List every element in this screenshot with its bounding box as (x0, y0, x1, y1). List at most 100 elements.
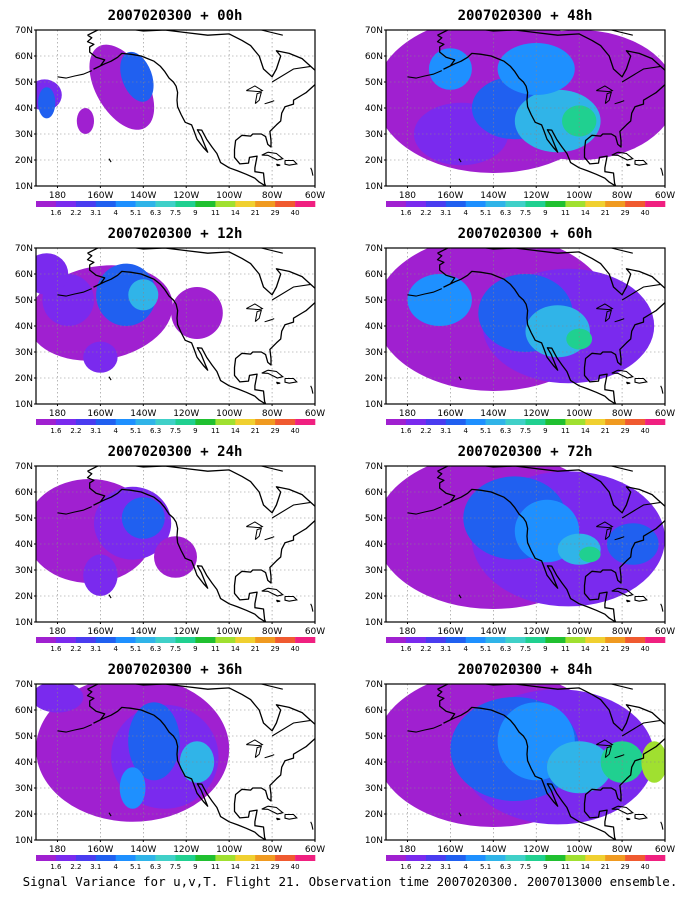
legend-swatch (485, 419, 506, 425)
panel-map: 10N 20N 30N 40N 50N 60N 70N 180 160W 140W 120W 100W… (15, 244, 325, 435)
latitude-tick-label: 50N (15, 296, 33, 306)
legend-level-label: 14 (231, 427, 240, 435)
legend-level-label: 29 (271, 645, 280, 653)
island-outline (271, 719, 311, 737)
latitude-tick-label: 50N (365, 296, 383, 306)
panel-map: 10N 20N 30N 40N 50N 60N 70N 180 160W 140W 120W 100W… (15, 462, 325, 653)
island-outline (625, 817, 631, 821)
legend-level-label: 7.5 (170, 863, 181, 871)
panel-map: 10N 20N 30N 40N 50N 60N 70N 180 160W 140W 120W 100W… (365, 680, 675, 871)
longitude-tick-label: 120W (523, 191, 549, 201)
legend-swatch (55, 419, 77, 425)
latitude-tick-label: 20N (15, 374, 33, 384)
legend-level-label: 9 (543, 427, 547, 435)
island-outline (108, 812, 112, 817)
legend-level-label: 40 (641, 209, 650, 217)
longitude-tick-label: 100W (216, 409, 242, 419)
longitude-tick-label: 160W (437, 845, 463, 855)
longitude-tick-label: 140W (480, 409, 506, 419)
legend-swatch (195, 419, 216, 425)
legend-level-label: 40 (291, 863, 300, 871)
legend-level-label: 5.1 (480, 427, 491, 435)
legend-swatch (425, 637, 447, 643)
lake-outline (264, 754, 275, 759)
map-plot-area (386, 466, 665, 622)
map-plot-area (36, 466, 315, 622)
legend-level-label: 7.5 (520, 209, 531, 217)
legend-level-label: 5.1 (130, 209, 141, 217)
panel-map: 10N 20N 30N 40N 50N 60N 70N 180 160W 140W 120W 100W… (365, 462, 675, 653)
island-outline (284, 813, 298, 820)
island-outline (611, 369, 635, 379)
legend-level-label: 9 (193, 645, 197, 653)
latitude-tick-label: 70N (15, 462, 33, 472)
legend-swatch (55, 637, 77, 643)
legend-level-label: 14 (581, 209, 590, 217)
legend-level-label: 21 (601, 863, 610, 871)
legend-swatch (55, 201, 77, 207)
island-outline (216, 684, 283, 690)
panel-title: 2007020300 + 60h (457, 226, 593, 242)
longitude-tick-label: 60W (655, 845, 675, 855)
island-outline (57, 288, 93, 297)
coastline (436, 30, 665, 186)
lake-outline (604, 309, 613, 322)
legend-level-label: 40 (641, 863, 650, 871)
legend-level-label: 2.2 (70, 209, 81, 217)
legend-swatch (255, 419, 276, 425)
map-panel-72h: 2007020300 + 72h 10N 20N 30N 40N 50N 60N 70N 18… (350, 436, 700, 654)
longitude-tick-label: 140W (130, 627, 156, 637)
legend-level-label: 1.6 (50, 209, 62, 217)
legend-swatch (195, 201, 216, 207)
legend-level-label: 4 (113, 209, 118, 217)
latitude-tick-label: 70N (15, 26, 33, 36)
legend-swatch (585, 637, 606, 643)
panel-title: 2007020300 + 84h (457, 662, 593, 678)
legend-level-label: 11 (561, 645, 570, 653)
panel-title: 2007020300 + 36h (107, 662, 243, 678)
latitude-tick-label: 20N (15, 156, 33, 166)
legend-level-label: 11 (561, 427, 570, 435)
map-panel-24h: 2007020300 + 24h 10N 20N 30N 40N 50N 60N 70N 18… (0, 436, 350, 654)
lake-outline (254, 91, 263, 104)
island-outline (407, 288, 443, 297)
latitude-tick-label: 50N (15, 514, 33, 524)
legend-swatch (565, 855, 586, 861)
island-outline (271, 283, 311, 301)
panel-title: 2007020300 + 00h (107, 8, 243, 24)
legend-level-label: 1.6 (400, 645, 412, 653)
legend-swatch (36, 201, 57, 207)
latitude-tick-label: 20N (365, 592, 383, 602)
legend-level-label: 6.3 (500, 863, 511, 871)
longitude-tick-label: 80W (612, 191, 632, 201)
lake-outline (264, 536, 275, 541)
island-outline (634, 595, 648, 602)
longitude-tick-label: 80W (262, 627, 282, 637)
longitude-tick-label: 100W (566, 409, 592, 419)
island-outline (660, 603, 664, 612)
legend-level-label: 5.1 (480, 863, 491, 871)
island-outline (275, 817, 281, 821)
latitude-tick-label: 10N (15, 182, 33, 192)
longitude-tick-label: 80W (262, 191, 282, 201)
legend-swatch (115, 201, 136, 207)
legend-swatch (465, 201, 486, 207)
longitude-tick-label: 120W (173, 409, 199, 419)
legend-swatch (525, 637, 546, 643)
longitude-tick-label: 140W (480, 845, 506, 855)
legend-swatch (235, 637, 256, 643)
legend-level-label: 2.2 (70, 645, 81, 653)
signal-contour (514, 89, 601, 153)
legend-level-label: 3.1 (440, 427, 451, 435)
longitude-tick-label: 140W (480, 191, 506, 201)
panel-map: 10N 20N 30N 40N 50N 60N 70N 180 160W 140W 120W 100W… (15, 680, 325, 871)
legend-swatch (235, 419, 256, 425)
legend-level-label: 1.6 (50, 863, 62, 871)
map-plot-area (36, 684, 315, 840)
legend-swatch (135, 419, 156, 425)
legend-swatch (625, 419, 646, 425)
panel-title: 2007020300 + 12h (107, 226, 243, 242)
island-outline (261, 151, 285, 161)
lake-outline (246, 85, 264, 93)
latitude-tick-label: 20N (15, 592, 33, 602)
